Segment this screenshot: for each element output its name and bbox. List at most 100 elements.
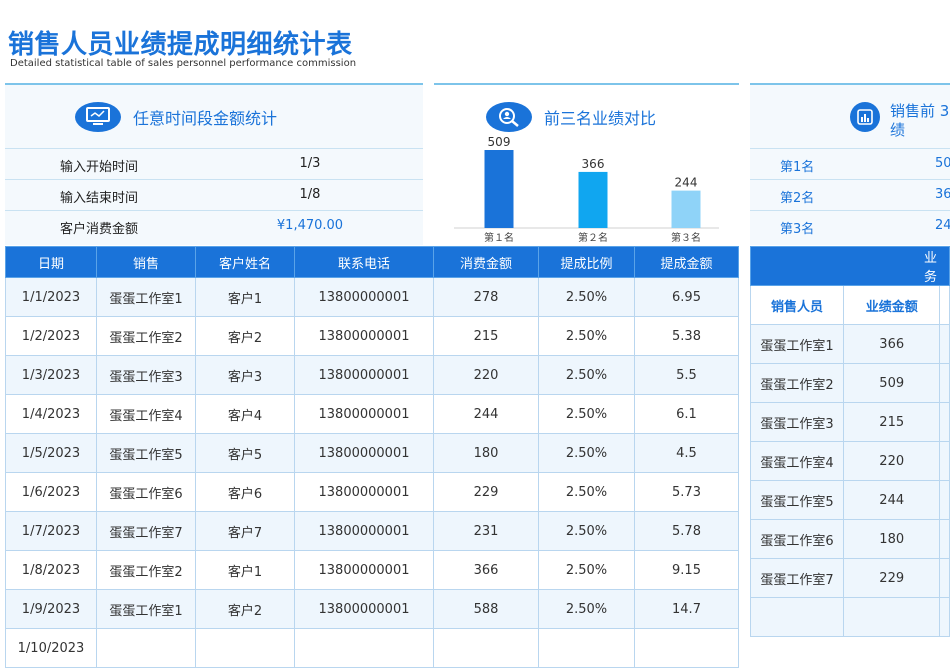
table-cell[interactable]: 5.73 xyxy=(634,472,739,512)
side-table-cell[interactable]: 180 xyxy=(842,519,941,559)
table-cell[interactable]: 5.78 xyxy=(634,511,739,551)
side-table-cell[interactable]: 蛋蛋工作室5 xyxy=(750,480,844,520)
table-cell[interactable]: 蛋蛋工作室2 xyxy=(96,550,196,590)
table-cell[interactable]: 蛋蛋工作室7 xyxy=(96,511,196,551)
table-cell[interactable]: 2.50% xyxy=(538,550,635,590)
table-cell[interactable]: 1/8/2023 xyxy=(5,550,97,590)
table-cell[interactable] xyxy=(634,628,739,668)
end-time-input[interactable]: 1/8 xyxy=(299,187,321,202)
side-table-cell[interactable]: 蛋蛋工作室6 xyxy=(750,519,844,559)
table-cell[interactable]: 客户6 xyxy=(195,472,295,512)
table-cell[interactable]: 2.50% xyxy=(538,511,635,551)
commission-table: 日期 销售 客户姓名 联系电话 消费金额 提成比例 提成金额 1/1/2023 蛋蛋工作室1 客… xyxy=(5,246,739,668)
table-cell[interactable]: 1/6/2023 xyxy=(5,472,97,512)
table-cell[interactable]: 244 xyxy=(433,394,539,434)
table-cell[interactable]: 1/7/2023 xyxy=(5,511,97,551)
table-cell[interactable]: 220 xyxy=(433,355,539,395)
table-cell[interactable]: 客户1 xyxy=(195,550,295,590)
table-cell[interactable]: 6.95 xyxy=(634,277,739,317)
sales-performance-table: 业务 销售人员 业绩金额 蛋蛋工作室1 366 蛋蛋工作室2 509 蛋蛋工作室3 215 蛋蛋… xyxy=(750,246,950,637)
table-cell[interactable]: 1/2/2023 xyxy=(5,316,97,356)
table-cell[interactable]: 1/1/2023 xyxy=(5,277,97,317)
chart-icon xyxy=(850,102,880,132)
table-cell[interactable]: 2.50% xyxy=(538,316,635,356)
table-cell[interactable]: 客户3 xyxy=(195,355,295,395)
table-cell[interactable]: 229 xyxy=(433,472,539,512)
table-cell[interactable]: 6.1 xyxy=(634,394,739,434)
table-cell[interactable]: 180 xyxy=(433,433,539,473)
table-cell[interactable] xyxy=(538,628,635,668)
table-cell[interactable]: 13800000001 xyxy=(294,277,434,317)
table-cell[interactable]: 215 xyxy=(433,316,539,356)
table-cell[interactable]: 客户7 xyxy=(195,511,295,551)
table-cell[interactable]: 5.38 xyxy=(634,316,739,356)
side-table-cell[interactable]: 509 xyxy=(842,363,941,403)
table-cell[interactable]: 1/9/2023 xyxy=(5,589,97,629)
side-table-row: 蛋蛋工作室6 180 xyxy=(750,519,950,559)
side-table-cell[interactable]: 366 xyxy=(842,324,941,364)
side-table-cell[interactable]: 215 xyxy=(842,402,941,442)
table-cell[interactable]: 4.5 xyxy=(634,433,739,473)
table-cell[interactable]: 2.50% xyxy=(538,472,635,512)
start-time-input[interactable]: 1/3 xyxy=(299,156,321,171)
table-cell[interactable]: 2.50% xyxy=(538,589,635,629)
side-table-cell[interactable]: 蛋蛋工作室1 xyxy=(750,324,844,364)
table-cell[interactable]: 客户2 xyxy=(195,589,295,629)
table-cell[interactable]: 蛋蛋工作室1 xyxy=(96,589,196,629)
side-table-cell[interactable]: 229 xyxy=(842,558,941,598)
side-table-row: 蛋蛋工作室7 229 xyxy=(750,558,950,598)
table-cell[interactable]: 客户4 xyxy=(195,394,295,434)
table-cell[interactable]: 1/3/2023 xyxy=(5,355,97,395)
table-cell[interactable]: 13800000001 xyxy=(294,472,434,512)
table-cell[interactable]: 客户1 xyxy=(195,277,295,317)
table-cell[interactable]: 蛋蛋工作室4 xyxy=(96,394,196,434)
table-cell[interactable]: 13800000001 xyxy=(294,394,434,434)
side-table-cell[interactable]: 蛋蛋工作室7 xyxy=(750,558,844,598)
top3-bar-chart: 509 第１名 366 第２名 244 第３名 xyxy=(454,135,719,244)
amount-label: 客户消费金额 xyxy=(60,222,139,237)
table-cell[interactable]: 13800000001 xyxy=(294,550,434,590)
side-table-cell[interactable] xyxy=(750,597,844,637)
table-cell[interactable] xyxy=(433,628,539,668)
table-cell[interactable]: 588 xyxy=(433,589,539,629)
rank-row-1: 第1名 50 xyxy=(750,148,950,180)
table-cell[interactable]: 13800000001 xyxy=(294,589,434,629)
table-cell[interactable]: 2.50% xyxy=(538,355,635,395)
table-cell[interactable]: 13800000001 xyxy=(294,511,434,551)
table-cell[interactable] xyxy=(195,628,295,668)
table-cell[interactable]: 1/10/2023 xyxy=(5,628,97,668)
table-cell[interactable]: 9.15 xyxy=(634,550,739,590)
side-table-cell[interactable]: 244 xyxy=(842,480,941,520)
table-cell[interactable]: 278 xyxy=(433,277,539,317)
table-cell[interactable]: 蛋蛋工作室5 xyxy=(96,433,196,473)
table-cell[interactable]: 366 xyxy=(433,550,539,590)
side-table-cell[interactable]: 蛋蛋工作室2 xyxy=(750,363,844,403)
table-cell[interactable]: 蛋蛋工作室2 xyxy=(96,316,196,356)
side-table-cell[interactable]: 蛋蛋工作室3 xyxy=(750,402,844,442)
side-table-cell[interactable]: 220 xyxy=(842,441,941,481)
chart-data-label: 509 xyxy=(488,135,511,149)
table-cell[interactable]: 231 xyxy=(433,511,539,551)
table-cell[interactable]: 13800000001 xyxy=(294,433,434,473)
side-table-cell[interactable] xyxy=(842,597,941,637)
side-table-cell[interactable]: 蛋蛋工作室4 xyxy=(750,441,844,481)
table-cell[interactable]: 13800000001 xyxy=(294,316,434,356)
table-cell[interactable]: 蛋蛋工作室6 xyxy=(96,472,196,512)
table-cell[interactable]: 1/5/2023 xyxy=(5,433,97,473)
table-cell[interactable]: 14.7 xyxy=(634,589,739,629)
table-cell[interactable] xyxy=(96,628,196,668)
table-cell[interactable]: 2.50% xyxy=(538,277,635,317)
table-row: 1/9/2023 蛋蛋工作室1 客户2 13800000001 588 2.50% 14.7 xyxy=(5,589,739,629)
side-subheader: 销售人员 xyxy=(750,285,844,325)
table-cell[interactable]: 1/4/2023 xyxy=(5,394,97,434)
table-cell[interactable]: 蛋蛋工作室3 xyxy=(96,355,196,395)
table-cell[interactable]: 5.5 xyxy=(634,355,739,395)
table-cell[interactable]: 蛋蛋工作室1 xyxy=(96,277,196,317)
table-cell[interactable]: 2.50% xyxy=(538,394,635,434)
table-cell[interactable]: 客户2 xyxy=(195,316,295,356)
table-cell[interactable]: 2.50% xyxy=(538,433,635,473)
table-cell[interactable]: 13800000001 xyxy=(294,355,434,395)
side-cell-edge xyxy=(939,558,950,598)
table-cell[interactable] xyxy=(294,628,434,668)
table-cell[interactable]: 客户5 xyxy=(195,433,295,473)
